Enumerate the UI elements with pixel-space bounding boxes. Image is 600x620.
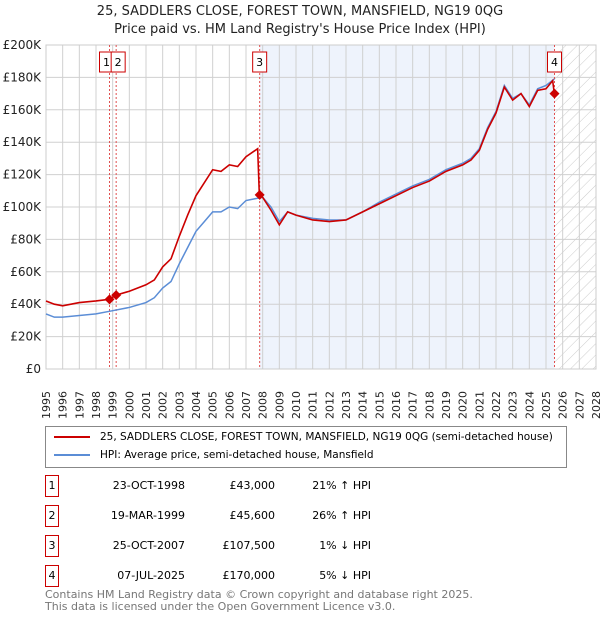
y-tick-label: £160K bbox=[3, 103, 43, 117]
chart-title: 25, SADDLERS CLOSE, FOREST TOWN, MANSFIE… bbox=[96, 4, 504, 19]
sale-label: 3 bbox=[256, 56, 263, 69]
x-tick-label: 2028 bbox=[590, 391, 600, 419]
x-tick-label: 2013 bbox=[340, 391, 353, 419]
sale-hpi-diff: 1% ↓ HPI bbox=[319, 539, 371, 552]
x-tick-label: 2016 bbox=[390, 391, 403, 419]
x-tick-label: 2019 bbox=[440, 391, 453, 419]
sale-number: 3 bbox=[45, 535, 59, 557]
sale-row: 2 19-MAR-1999 £45,600 26% ↑ HPI bbox=[45, 505, 445, 527]
sale-point bbox=[549, 88, 560, 99]
x-tick-label: 2017 bbox=[407, 391, 420, 419]
sale-hpi-diff: 5% ↓ HPI bbox=[319, 569, 371, 582]
sale-label-box bbox=[547, 51, 562, 73]
x-tick-label: 1997 bbox=[73, 391, 86, 419]
sale-number: 1 bbox=[45, 475, 59, 497]
y-tick-label: £100K bbox=[3, 200, 43, 214]
x-tick-label: 2007 bbox=[240, 391, 253, 419]
x-tick-label: 2000 bbox=[123, 391, 136, 419]
plot-border bbox=[45, 44, 597, 370]
sale-number: 2 bbox=[45, 505, 59, 527]
legend-blue-line bbox=[54, 454, 90, 456]
sale-row: 1 23-OCT-1998 £43,000 21% ↑ HPI bbox=[45, 475, 445, 497]
chart-legend: 25, SADDLERS CLOSE, FOREST TOWN, MANSFIE… bbox=[45, 426, 567, 468]
x-tick-label: 1995 bbox=[40, 391, 53, 419]
sale-price: £107,500 bbox=[222, 539, 276, 552]
x-tick-label: 2012 bbox=[323, 391, 336, 419]
x-tick-label: 2001 bbox=[140, 391, 153, 419]
y-tick-label: £40K bbox=[10, 297, 42, 311]
x-tick-label: 2008 bbox=[257, 391, 270, 419]
x-tick-label: 2004 bbox=[190, 391, 203, 419]
sale-price: £170,000 bbox=[222, 569, 276, 582]
sale-hpi-diff: 21% ↑ HPI bbox=[312, 479, 371, 492]
x-tick-label: 1998 bbox=[90, 391, 103, 419]
x-tick-label: 1996 bbox=[57, 391, 70, 419]
y-tick-label: £180K bbox=[3, 70, 43, 84]
sale-date: 19-MAR-1999 bbox=[110, 509, 185, 522]
x-tick-label: 2003 bbox=[173, 391, 186, 419]
x-tick-label: 2009 bbox=[273, 391, 286, 419]
x-tick-label: 2021 bbox=[473, 391, 486, 419]
y-tick-label: £120K bbox=[3, 168, 43, 182]
series-line-0 bbox=[45, 78, 556, 307]
footer-licence: This data is licensed under the Open Gov… bbox=[45, 600, 396, 613]
x-tick-label: 2024 bbox=[523, 391, 536, 419]
x-tick-label: 1999 bbox=[107, 391, 120, 419]
sale-point bbox=[104, 294, 115, 305]
sale-point bbox=[254, 189, 265, 200]
sale-label-box bbox=[252, 51, 268, 73]
footer: Contains HM Land Registry data © Crown c… bbox=[45, 589, 473, 613]
y-tick-label: £20K bbox=[10, 330, 42, 344]
x-tick-label: 2025 bbox=[540, 391, 553, 419]
x-tick-label: 2015 bbox=[373, 391, 386, 419]
x-tick-label: 2023 bbox=[507, 391, 520, 419]
y-tick-label: £60K bbox=[10, 265, 42, 279]
x-tick-label: 2018 bbox=[423, 391, 436, 419]
sale-row: 3 25-OCT-2007 £107,500 1% ↓ HPI bbox=[45, 535, 445, 557]
sale-hpi-diff: 26% ↑ HPI bbox=[312, 509, 371, 522]
x-tick-label: 2027 bbox=[573, 391, 586, 419]
y-tick-label: £200K bbox=[3, 38, 43, 52]
x-tick-label: 2002 bbox=[157, 391, 170, 419]
sale-label: 1 bbox=[103, 56, 110, 69]
sale-point bbox=[111, 290, 122, 301]
x-tick-label: 2026 bbox=[557, 391, 570, 419]
y-tick-label: £140K bbox=[3, 135, 43, 149]
y-tick-label: £80K bbox=[10, 232, 42, 246]
x-tick-label: 2020 bbox=[457, 391, 470, 419]
x-tick-label: 2005 bbox=[207, 391, 220, 419]
sale-price: £43,000 bbox=[229, 479, 276, 492]
sale-date: 25-OCT-2007 bbox=[112, 539, 185, 552]
x-tick-label: 2010 bbox=[290, 391, 303, 419]
sale-date: 07-JUL-2025 bbox=[117, 569, 185, 582]
sale-label: 2 bbox=[115, 56, 122, 69]
price-chart: 1995 1996 1997 1998 1999 2000 2001 2002 2003 2004… bbox=[3, 38, 600, 419]
sale-price: £45,600 bbox=[229, 509, 276, 522]
sale-row: 4 07-JUL-2025 £170,000 5% ↓ HPI bbox=[45, 565, 445, 587]
legend-red-line bbox=[54, 436, 90, 438]
y-tick-label: £0 bbox=[26, 362, 41, 376]
x-tick-label: 2014 bbox=[357, 391, 370, 419]
sale-number: 4 bbox=[45, 565, 59, 587]
sale-label-box bbox=[110, 51, 126, 73]
legend-hpi: HPI: Average price, semi-detached house,… bbox=[100, 449, 374, 461]
x-tick-label: 2022 bbox=[490, 391, 503, 419]
x-tick-label: 2006 bbox=[223, 391, 236, 419]
footer-copyright: Contains HM Land Registry data © Crown c… bbox=[45, 588, 473, 601]
chart-subtitle: Price paid vs. HM Land Registry's House … bbox=[114, 22, 486, 37]
sale-date: 23-OCT-1998 bbox=[112, 479, 185, 492]
sale-label: 4 bbox=[551, 56, 558, 69]
legend-property: 25, SADDLERS CLOSE, FOREST TOWN, MANSFIE… bbox=[100, 431, 553, 443]
x-tick-label: 2011 bbox=[307, 391, 320, 419]
